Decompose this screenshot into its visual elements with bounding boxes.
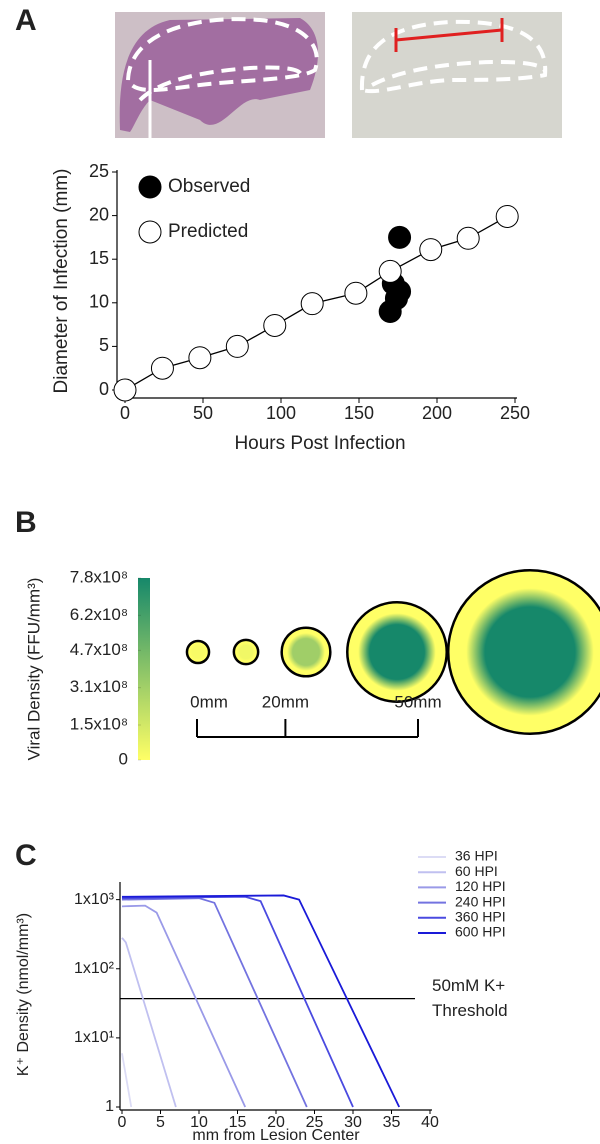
legend-label: 360 HPI [455, 909, 506, 925]
legend-label: 600 HPI [455, 924, 506, 940]
y-tick-label: 1x10³ [74, 891, 115, 908]
disc [346, 601, 448, 703]
y-tick-label: 15 [89, 248, 109, 268]
x-tick-label: 15 [229, 1114, 247, 1131]
x-tick-label: 0 [118, 1114, 127, 1131]
y-axis-label: K⁺ Density (nmol/mm³) [15, 913, 32, 1076]
colorbar-tick-label: 1.5x10⁸ [70, 714, 128, 733]
scale-label: 0mm [190, 692, 228, 711]
legend-marker [138, 220, 162, 244]
colorbar-tick-label: 7.8x10⁸ [70, 567, 128, 586]
x-tick-label: 20 [267, 1114, 285, 1131]
colorbar-tick-label: 6.2x10⁸ [70, 605, 128, 624]
scale-label: 20mm [262, 692, 309, 711]
point [388, 279, 412, 303]
x-axis-label: mm from Lesion Center [192, 1127, 360, 1144]
x-tick-label: 10 [190, 1114, 208, 1131]
threshold-label: 50mM K+ [432, 976, 505, 995]
point [344, 281, 368, 305]
colorbar-tick-label: 3.1x10⁸ [70, 677, 128, 696]
photo-left [115, 12, 325, 138]
legend-label: 240 HPI [455, 893, 506, 909]
disc [232, 638, 260, 666]
panel-label: B [15, 506, 37, 539]
point [419, 238, 443, 262]
y-tick-label: 1x10² [74, 960, 115, 977]
y-tick-label: 0 [99, 379, 109, 399]
point [188, 346, 212, 370]
y-tick-label: 10 [89, 292, 109, 312]
y-tick-label: 1 [105, 1098, 114, 1115]
photo-right [352, 12, 562, 138]
legend-label: 120 HPI [455, 878, 506, 894]
legend-label: 60 HPI [455, 863, 498, 879]
series-line [121, 937, 177, 1108]
point [113, 378, 137, 402]
colorbar-tick-label: 4.7x10⁸ [70, 640, 128, 659]
x-tick-label: 250 [500, 403, 530, 423]
disc [185, 639, 211, 665]
x-axis-label: Hours Post Infection [234, 433, 405, 454]
x-tick-label: 150 [344, 403, 374, 423]
series-line [121, 895, 354, 1108]
legend-marker [138, 175, 162, 199]
disc [280, 626, 332, 678]
y-axis-label: Viral Density (FFU/mm³) [24, 578, 43, 761]
scale-label: 50mm [394, 692, 441, 711]
y-axis-label: Diameter of Infection (mm) [51, 169, 72, 394]
colorbar-tick-label: 0 [119, 749, 128, 768]
x-tick-label: 40 [421, 1114, 439, 1131]
y-tick-label: 25 [89, 161, 109, 181]
x-tick-label: 35 [383, 1114, 401, 1131]
panel-label: C [15, 839, 37, 872]
y-tick-label: 20 [89, 204, 109, 224]
series-line [121, 894, 401, 1108]
panel-label: A [15, 4, 37, 37]
y-tick-label: 5 [99, 335, 109, 355]
legend-label: Predicted [168, 221, 248, 242]
x-tick-label: 25 [306, 1114, 324, 1131]
x-tick-label: 200 [422, 403, 452, 423]
threshold-label: Threshold [432, 1001, 508, 1020]
x-tick-label: 30 [344, 1114, 362, 1131]
legend-label: Observed [168, 176, 250, 197]
series-line [121, 897, 308, 1108]
point [263, 313, 287, 337]
y-tick-label: 1x10¹ [74, 1029, 114, 1046]
point [388, 225, 412, 249]
point [495, 204, 519, 228]
legend-label: 36 HPI [455, 848, 498, 864]
point [378, 259, 402, 283]
series-line [121, 1053, 133, 1108]
x-tick-label: 100 [266, 403, 296, 423]
disc [447, 569, 600, 735]
series-line [121, 904, 247, 1108]
point [225, 334, 249, 358]
point [300, 292, 324, 316]
x-tick-label: 5 [156, 1114, 165, 1131]
colorbar [138, 578, 150, 760]
point [456, 226, 480, 250]
x-tick-label: 50 [193, 403, 213, 423]
x-tick-label: 0 [120, 403, 130, 423]
point [150, 356, 174, 380]
